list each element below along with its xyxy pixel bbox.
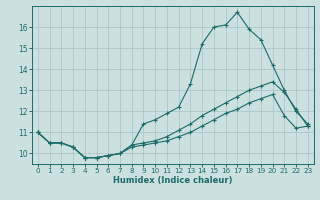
X-axis label: Humidex (Indice chaleur): Humidex (Indice chaleur)	[113, 176, 233, 185]
